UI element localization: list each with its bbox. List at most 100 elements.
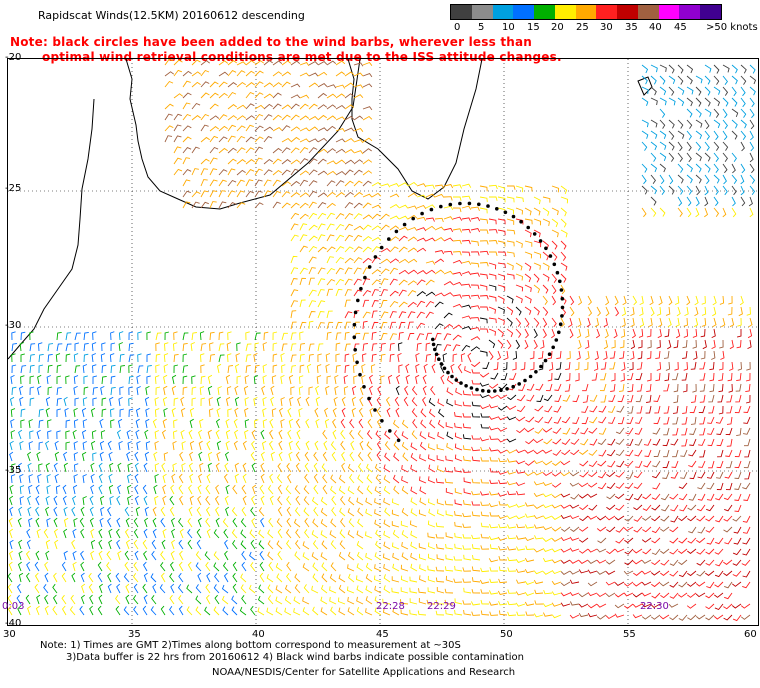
wind-barb xyxy=(436,444,445,451)
wind-barb xyxy=(164,135,173,143)
wind-barb xyxy=(578,482,589,488)
wind-barb xyxy=(371,310,378,319)
wind-barb xyxy=(705,570,715,576)
wind-barb xyxy=(422,374,427,385)
wind-barb xyxy=(506,240,515,247)
wind-barb xyxy=(276,540,283,550)
footer-note-1: Note: 1) Times are GMT 2)Times along bot… xyxy=(40,640,461,651)
wind-barb xyxy=(338,551,346,561)
wind-barb xyxy=(308,277,315,286)
wind-barb xyxy=(535,383,544,391)
wind-barb xyxy=(371,300,379,308)
wind-barb xyxy=(133,606,139,616)
wind-barb xyxy=(714,581,724,588)
wind-barb xyxy=(99,517,104,528)
wind-barb xyxy=(74,397,80,406)
wind-barb xyxy=(624,603,634,609)
wind-barb xyxy=(315,385,320,396)
wind-barb xyxy=(450,363,455,374)
wind-barb xyxy=(344,138,355,143)
wind-barb xyxy=(290,168,299,176)
wind-barb xyxy=(10,418,15,429)
wind-barb xyxy=(686,163,693,173)
wind-barb xyxy=(236,81,246,88)
wind-barb xyxy=(461,304,472,309)
wind-barb xyxy=(61,572,67,583)
wind-barb xyxy=(668,603,679,608)
quality-flag-circle xyxy=(434,352,439,357)
wind-barb xyxy=(368,374,373,385)
wind-barb xyxy=(431,363,436,374)
wind-barb xyxy=(244,407,249,418)
wind-barb xyxy=(244,375,249,385)
wind-barb xyxy=(159,584,166,594)
wind-barb xyxy=(650,163,658,173)
wind-barb xyxy=(410,497,418,506)
quality-flag-circle xyxy=(486,389,491,394)
wind-barb xyxy=(506,515,517,520)
wind-barb xyxy=(749,108,755,119)
wind-barb xyxy=(401,431,409,440)
wind-barb xyxy=(341,407,346,418)
wind-barb xyxy=(299,127,310,132)
wind-barb xyxy=(425,354,431,363)
wind-barb xyxy=(205,506,211,517)
wind-barb xyxy=(561,526,571,532)
wind-barb xyxy=(416,237,427,242)
legend-swatch-9 xyxy=(637,5,659,19)
wind-barb xyxy=(627,372,634,381)
wind-barb xyxy=(56,364,62,374)
wind-barb xyxy=(675,317,680,328)
wind-barb xyxy=(479,382,490,387)
wind-barb xyxy=(209,81,219,88)
wind-barb xyxy=(335,256,345,264)
wind-barb xyxy=(254,92,264,99)
wind-barb xyxy=(226,342,232,352)
wind-barb xyxy=(392,552,400,561)
wind-barb xyxy=(45,396,51,407)
wind-barb xyxy=(706,581,715,589)
wind-barb xyxy=(524,185,533,192)
wind-barb xyxy=(713,207,720,217)
wind-barb xyxy=(663,449,670,458)
wind-barb xyxy=(686,119,693,129)
wind-barb xyxy=(598,427,607,435)
wind-barb xyxy=(353,115,364,121)
wind-barb xyxy=(718,383,724,393)
madagascar-coastline xyxy=(347,59,483,200)
wind-barb xyxy=(506,339,512,350)
wind-barb xyxy=(698,460,706,468)
wind-barb xyxy=(287,407,292,418)
wind-barb xyxy=(106,550,112,561)
wind-barb xyxy=(479,306,489,311)
wind-barb xyxy=(245,331,250,341)
wind-barb xyxy=(127,441,132,451)
wind-barb xyxy=(479,185,488,192)
wind-barb xyxy=(632,581,643,587)
wind-barb xyxy=(227,91,237,99)
wind-barb xyxy=(322,474,328,484)
wind-barb xyxy=(173,168,183,176)
wind-barb xyxy=(197,517,202,528)
wind-barb xyxy=(506,449,517,454)
wind-barb xyxy=(134,451,139,462)
wind-barb xyxy=(733,537,742,545)
wind-barb xyxy=(290,180,300,187)
wind-barb xyxy=(70,594,76,605)
wind-barb xyxy=(43,528,49,539)
wind-barb xyxy=(281,364,286,374)
wind-barb xyxy=(357,474,364,484)
legend-swatch-4 xyxy=(534,5,555,19)
wind-barb xyxy=(740,108,747,118)
wind-barb xyxy=(410,541,418,550)
wind-barb xyxy=(371,225,382,231)
wind-barb xyxy=(533,504,544,509)
wind-barb xyxy=(461,271,472,276)
quality-flag-circle xyxy=(464,384,468,388)
wind-barb xyxy=(597,460,607,467)
wind-barb xyxy=(262,342,267,352)
wind-barb xyxy=(191,397,197,407)
wind-barb xyxy=(713,174,720,184)
wind-barb xyxy=(400,609,409,616)
wind-barb xyxy=(688,526,697,534)
